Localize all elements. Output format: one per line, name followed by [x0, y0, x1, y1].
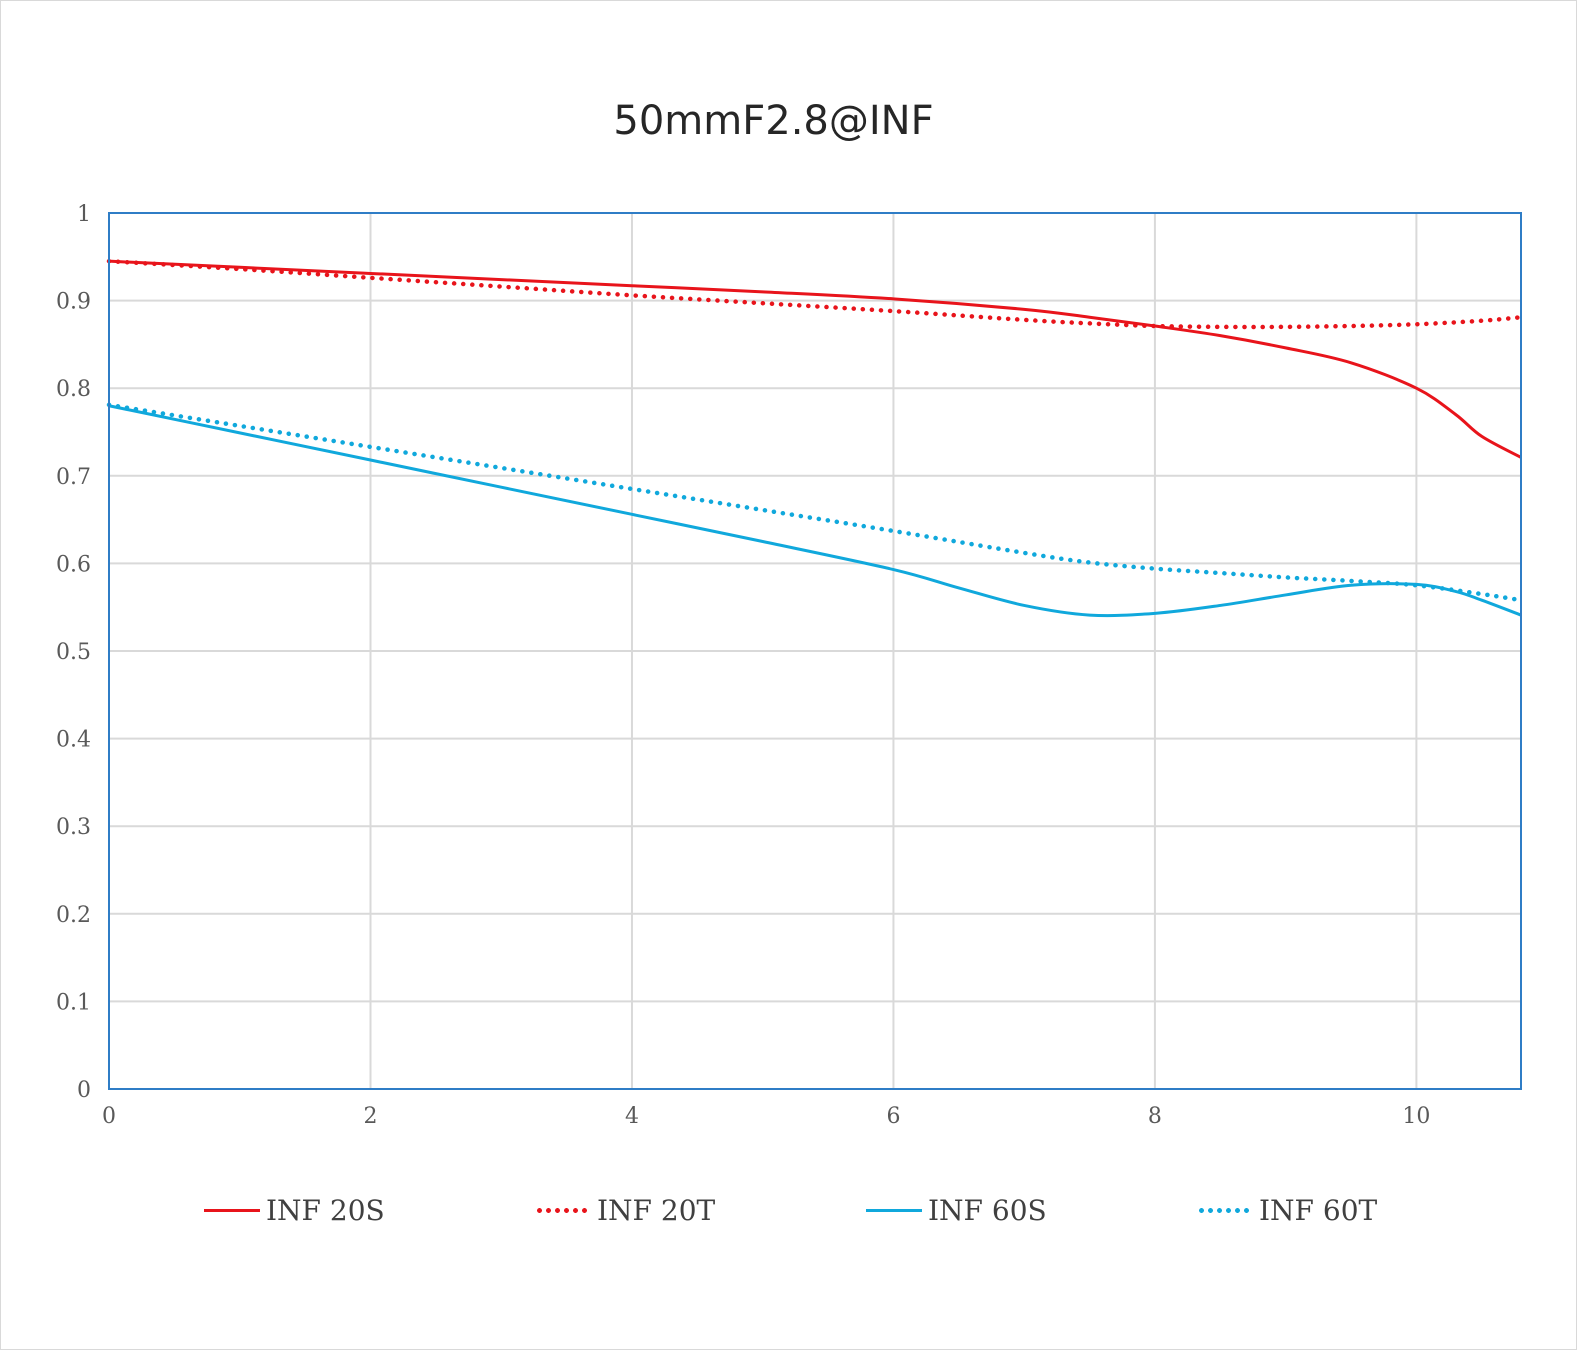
series-line-inf-20s — [108, 259, 1522, 459]
x-tick-label: 2 — [363, 1104, 377, 1129]
legend-swatch — [866, 1208, 922, 1212]
series-lines — [106, 258, 1524, 618]
legend-label: INF 20T — [597, 1193, 716, 1227]
x-tick-label: 10 — [1402, 1104, 1430, 1129]
y-tick-label: 0.7 — [56, 465, 91, 490]
y-tick-label: 1 — [77, 202, 91, 227]
legend-swatch — [204, 1208, 260, 1212]
legend-swatch — [1197, 1207, 1253, 1213]
grid-lines — [108, 212, 1521, 1090]
legend-label: INF 60S — [928, 1193, 1047, 1227]
plot-border — [108, 212, 1522, 1090]
legend-item: INF 20S — [204, 1188, 385, 1232]
x-tick-label: 0 — [102, 1104, 116, 1129]
legend-item: INF 60S — [866, 1188, 1047, 1232]
x-tick-label: 8 — [1148, 1104, 1162, 1129]
chart-plot-area: 00.10.20.30.40.50.60.70.80.910 2 4 6 8 10 — [56, 202, 1524, 1129]
y-tick-label: 0.8 — [56, 377, 91, 402]
legend-swatch — [535, 1207, 591, 1213]
legend-item: INF 20T — [535, 1188, 715, 1232]
x-tick-label: 4 — [625, 1104, 639, 1129]
y-tick-label: 0.6 — [56, 552, 91, 577]
y-tick-label: 0.2 — [56, 903, 91, 928]
y-tick-label: 0.4 — [56, 728, 91, 753]
y-tick-label: 0 — [77, 1078, 91, 1103]
chart-legend: INF 20S INF 20T INF 60S INF 60T — [0, 1188, 1577, 1232]
y-tick-label: 0.5 — [56, 640, 91, 665]
series-line-inf-60s — [108, 404, 1522, 618]
series-line-inf-60t — [106, 402, 1524, 603]
legend-label: INF 20S — [266, 1193, 385, 1227]
legend-item: INF 60T — [1197, 1188, 1377, 1232]
y-tick-label: 0.9 — [56, 290, 91, 315]
y-tick-label: 0.3 — [56, 815, 91, 840]
chart-title: 50mmF2.8@INF — [613, 98, 934, 144]
legend-label: INF 60T — [1259, 1193, 1378, 1227]
axis-tick-labels: 00.10.20.30.40.50.60.70.80.910 2 4 6 8 10 — [56, 202, 1430, 1129]
y-tick-label: 0.1 — [56, 990, 91, 1015]
series-line-inf-20t — [106, 258, 1524, 330]
x-tick-label: 6 — [886, 1104, 900, 1129]
